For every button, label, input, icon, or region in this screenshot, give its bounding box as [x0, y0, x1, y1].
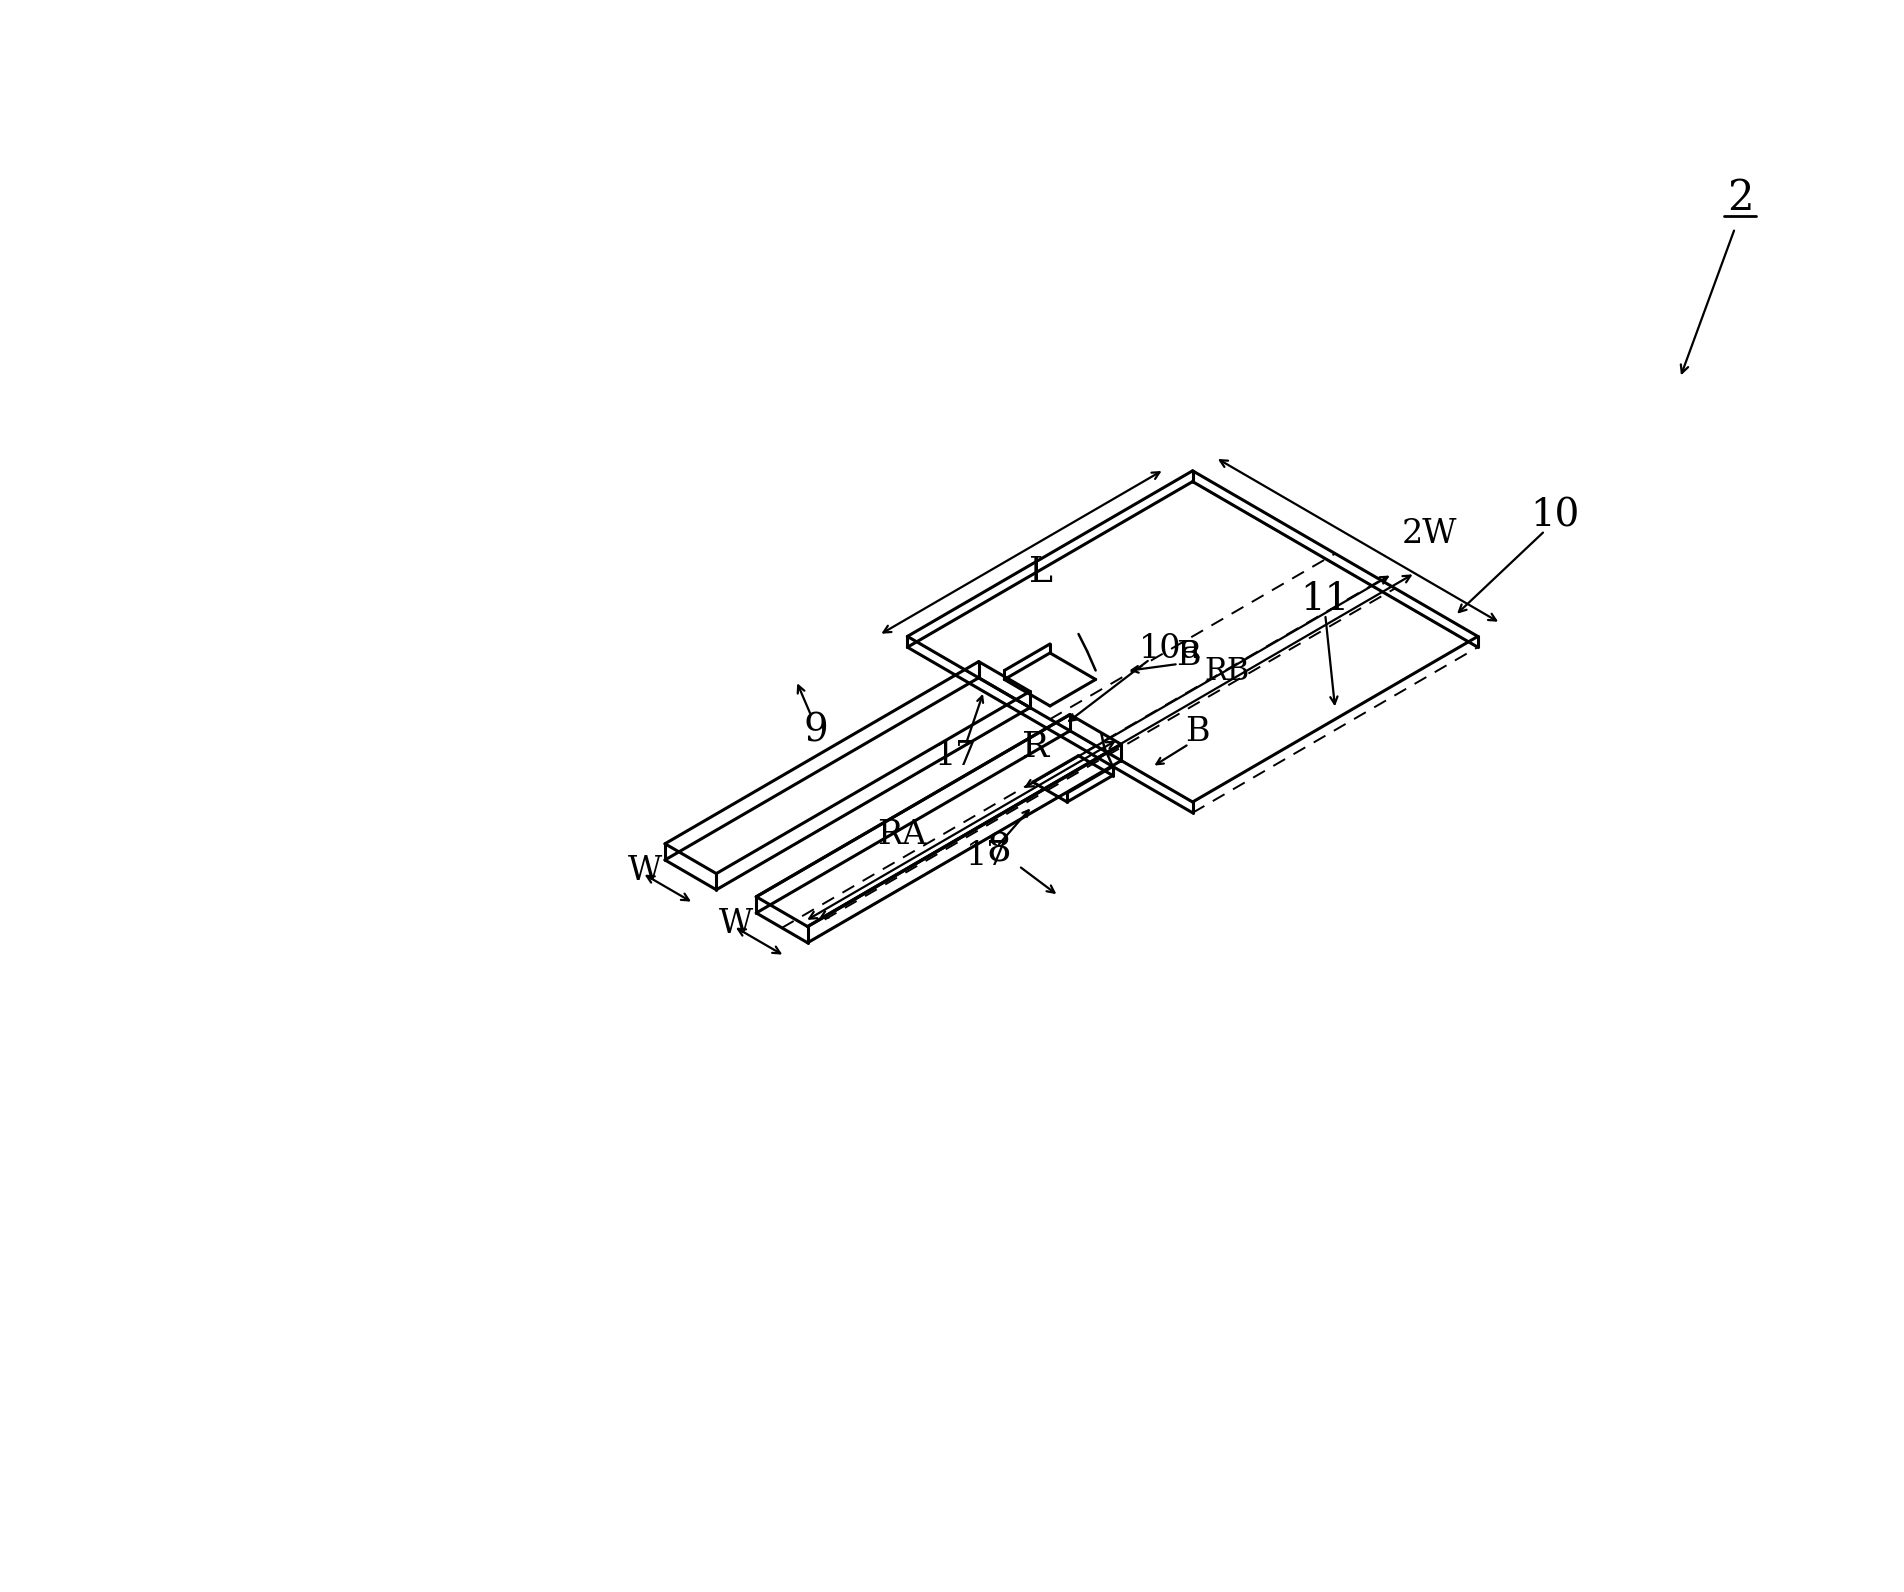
Text: 17: 17 [935, 740, 977, 772]
Text: W: W [720, 909, 754, 941]
Text: 17: 17 [965, 841, 1009, 872]
Text: RA: RA [878, 820, 925, 852]
Text: W: W [628, 855, 663, 887]
Text: 10: 10 [1531, 497, 1580, 535]
Text: 8: 8 [986, 833, 1011, 869]
Text: RB: RB [1203, 656, 1249, 688]
Text: B: B [1184, 716, 1209, 748]
Text: 2W: 2W [1401, 517, 1457, 549]
Text: 9: 9 [803, 712, 828, 750]
Text: 10a: 10a [1139, 634, 1201, 665]
Text: B: B [1177, 640, 1201, 672]
Text: L: L [1030, 556, 1053, 589]
Text: 11: 11 [1300, 581, 1350, 618]
Text: R: R [1022, 729, 1049, 764]
Text: 2: 2 [1727, 177, 1754, 220]
